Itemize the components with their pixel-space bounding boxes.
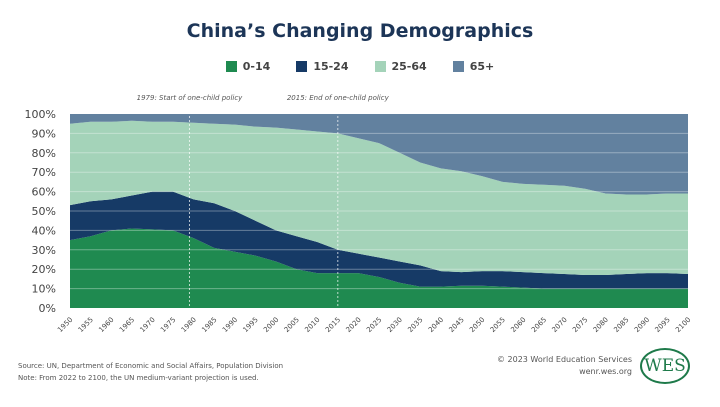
x-tick-label: 2005 xyxy=(283,316,301,334)
x-tick-label: 1980 xyxy=(180,316,198,334)
legend-swatch xyxy=(374,61,386,72)
x-tick-label: 2010 xyxy=(303,316,321,334)
x-tick-label: 2075 xyxy=(571,316,589,334)
legend-label: 25-64 xyxy=(391,60,427,73)
x-tick-label: 1970 xyxy=(139,316,157,334)
legend-item: 0-14 xyxy=(225,60,271,73)
y-tick-label: 20% xyxy=(32,263,56,276)
wes-logo: WES xyxy=(640,348,690,384)
x-tick-label: 2100 xyxy=(674,316,692,334)
y-tick-label: 90% xyxy=(32,127,56,140)
x-tick-label: 2060 xyxy=(509,316,527,334)
x-tick-label: 2030 xyxy=(386,316,404,334)
credits: © 2023 World Education Services wenr.wes… xyxy=(497,354,632,378)
y-tick-label: 0% xyxy=(39,302,56,315)
source-text: Source: UN, Department of Economic and S… xyxy=(18,362,284,370)
x-tick-label: 2065 xyxy=(530,316,548,334)
x-tick-label: 2085 xyxy=(612,316,630,334)
x-tick-label: 2015 xyxy=(324,316,342,334)
legend-item: 65+ xyxy=(452,60,495,73)
chart-title: China’s Changing Demographics xyxy=(186,20,534,42)
y-tick-label: 10% xyxy=(32,283,56,296)
legend-swatch xyxy=(452,61,464,72)
x-tick-label: 1985 xyxy=(200,316,218,334)
annotation-label: 2015: End of one-child policy xyxy=(287,94,390,102)
area-0-14 xyxy=(70,228,688,308)
y-tick-label: 100% xyxy=(25,108,56,121)
area-25-64 xyxy=(70,120,688,276)
legend-label: 65+ xyxy=(469,60,495,73)
x-tick-label: 2045 xyxy=(448,316,466,334)
annotation-label: 1979: Start of one-child policy xyxy=(137,94,244,102)
y-tick-label: 70% xyxy=(32,166,56,179)
footer-notes: Source: UN, Department of Economic and S… xyxy=(18,360,283,384)
x-tick-label: 1960 xyxy=(97,316,115,334)
x-tick-label: 2020 xyxy=(345,316,363,334)
x-tick-label: 2080 xyxy=(592,316,610,334)
legend-swatch xyxy=(296,61,308,72)
legend: 0-14 15-24 25-64 65+ xyxy=(0,60,720,73)
x-tick-label: 2095 xyxy=(654,316,672,334)
copyright-text: © 2023 World Education Services xyxy=(496,355,632,364)
x-tick-label: 1995 xyxy=(242,316,260,334)
y-tick-label: 30% xyxy=(32,244,56,257)
y-tick-label: 80% xyxy=(32,147,56,160)
x-tick-label: 2070 xyxy=(551,316,569,334)
legend-item: 25-64 xyxy=(374,60,427,73)
x-tick-label: 2050 xyxy=(468,316,486,334)
x-tick-label: 1955 xyxy=(77,316,95,334)
x-tick-label: 2055 xyxy=(489,316,507,334)
legend-label: 0-14 xyxy=(242,60,271,73)
x-tick-label: 1990 xyxy=(221,316,239,334)
site-link[interactable]: wenr.wes.org xyxy=(579,367,632,376)
stacked-area-chart: 0% 10% 20% 30% 40% 50% 60% 70% 80% 90% 100% 1950 195… xyxy=(25,94,693,334)
legend-item: 15-24 xyxy=(296,60,349,73)
x-tick-label: 2035 xyxy=(406,316,424,334)
x-tick-label: 2090 xyxy=(633,316,651,334)
x-tick-label: 2025 xyxy=(365,316,383,334)
y-tick-label: 40% xyxy=(32,224,56,237)
x-tick-label: 1975 xyxy=(159,316,177,334)
area-15-24 xyxy=(70,191,688,289)
legend-swatch xyxy=(225,61,237,72)
y-tick-label: 60% xyxy=(32,186,56,199)
area-65+ xyxy=(70,114,688,195)
y-tick-label: 50% xyxy=(32,205,56,218)
x-tick-label: 2000 xyxy=(262,316,280,334)
x-tick-label: 1965 xyxy=(118,316,136,334)
legend-label: 15-24 xyxy=(313,60,349,73)
x-tick-label: 1950 xyxy=(56,316,74,334)
note-text: Note: From 2022 to 2100, the UN medium-v… xyxy=(18,374,259,382)
x-tick-label: 2040 xyxy=(427,316,445,334)
